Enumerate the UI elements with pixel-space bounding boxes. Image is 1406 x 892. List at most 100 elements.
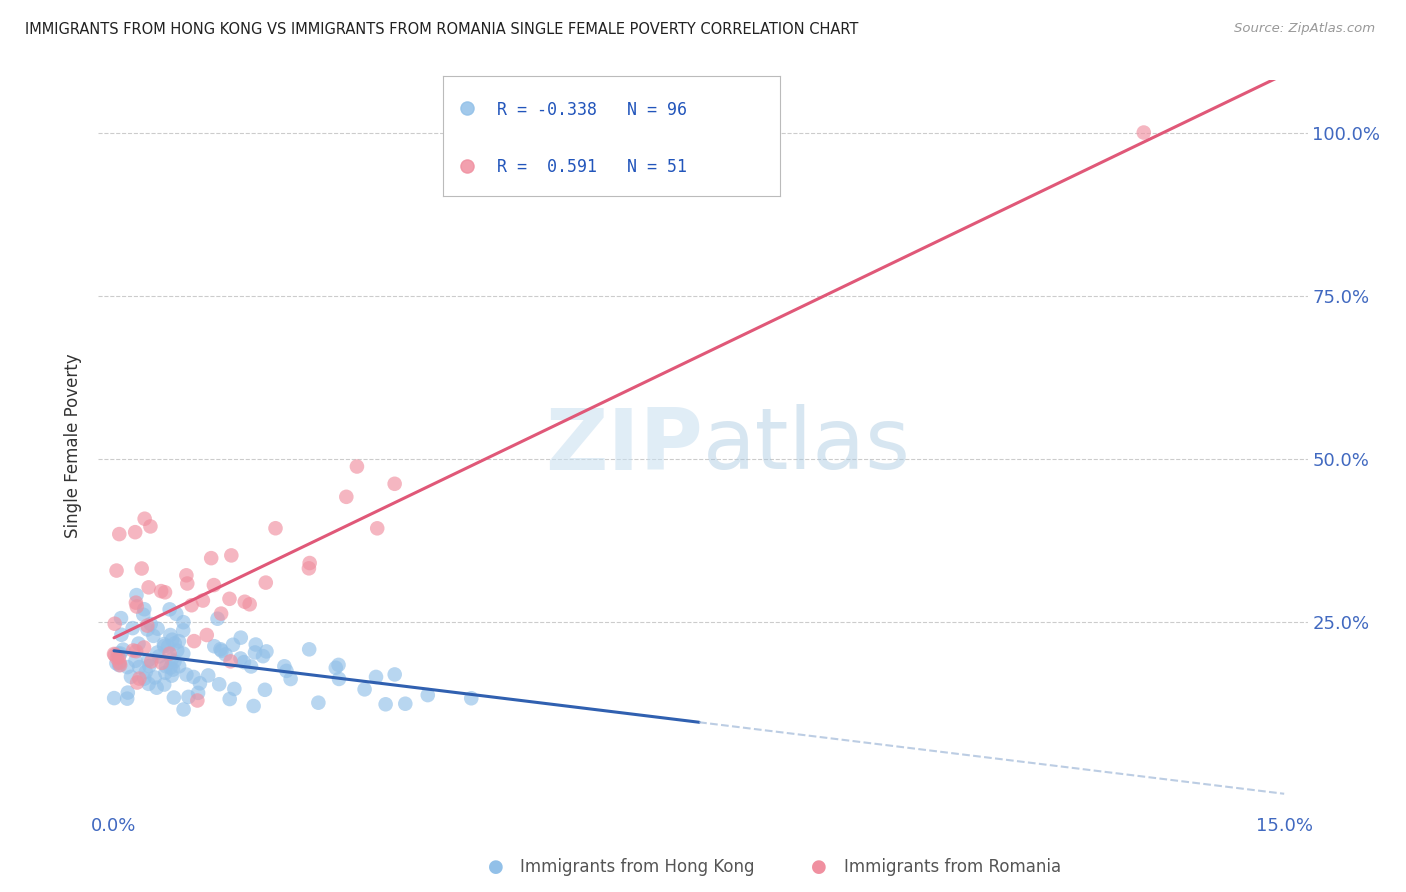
Point bbox=[222, 638, 245, 652]
Point bbox=[138, 580, 160, 594]
Point bbox=[108, 527, 131, 541]
Point bbox=[186, 693, 208, 707]
Point bbox=[160, 652, 183, 666]
Point bbox=[105, 564, 128, 578]
Point bbox=[180, 599, 202, 613]
Point bbox=[325, 661, 347, 675]
Point bbox=[233, 595, 256, 609]
Point bbox=[153, 637, 176, 651]
Point bbox=[384, 667, 406, 681]
Point bbox=[197, 668, 219, 682]
Point bbox=[298, 561, 321, 575]
Point bbox=[209, 607, 232, 621]
Point bbox=[139, 617, 162, 632]
Point bbox=[173, 702, 195, 716]
Point bbox=[157, 640, 180, 654]
Point bbox=[176, 576, 198, 591]
Text: R =  0.591   N = 51: R = 0.591 N = 51 bbox=[496, 159, 688, 177]
Point bbox=[183, 670, 205, 684]
Point bbox=[124, 525, 146, 540]
Point bbox=[346, 459, 368, 474]
Point bbox=[280, 672, 302, 686]
Point bbox=[245, 638, 267, 652]
Text: Immigrants from Hong Kong: Immigrants from Hong Kong bbox=[520, 858, 755, 876]
Point bbox=[374, 698, 396, 712]
Point bbox=[148, 649, 170, 664]
Point bbox=[105, 657, 128, 671]
Point bbox=[134, 602, 156, 616]
Point bbox=[167, 634, 190, 648]
Point bbox=[177, 690, 200, 704]
Point bbox=[124, 654, 146, 668]
Point bbox=[110, 611, 132, 625]
Point bbox=[117, 685, 139, 699]
Text: Immigrants from Romania: Immigrants from Romania bbox=[844, 858, 1060, 876]
Point bbox=[134, 672, 156, 686]
Point bbox=[253, 682, 276, 697]
Point bbox=[139, 519, 162, 533]
Point bbox=[172, 624, 194, 638]
Point bbox=[136, 618, 159, 632]
Point bbox=[219, 654, 242, 668]
Point bbox=[153, 639, 176, 653]
Point bbox=[256, 644, 278, 658]
Point bbox=[366, 521, 388, 535]
Point bbox=[195, 628, 218, 642]
Point bbox=[172, 647, 194, 661]
Point bbox=[242, 698, 264, 713]
Point bbox=[143, 670, 166, 684]
Point bbox=[298, 642, 321, 657]
Point bbox=[134, 512, 156, 526]
Point bbox=[207, 612, 229, 626]
Point bbox=[307, 696, 329, 710]
Point bbox=[142, 629, 165, 643]
Point bbox=[125, 588, 148, 602]
Text: atlas: atlas bbox=[703, 404, 911, 488]
Point bbox=[163, 690, 186, 705]
Text: ●: ● bbox=[488, 858, 503, 876]
Point bbox=[121, 621, 143, 635]
Point bbox=[202, 578, 225, 592]
Point bbox=[153, 585, 176, 599]
Y-axis label: Single Female Poverty: Single Female Poverty bbox=[65, 354, 83, 538]
Point bbox=[202, 639, 225, 653]
Point bbox=[328, 672, 350, 686]
Point bbox=[108, 658, 131, 673]
Point bbox=[183, 634, 205, 648]
Point bbox=[328, 657, 350, 672]
Point bbox=[239, 597, 262, 611]
Point bbox=[128, 637, 150, 651]
Point bbox=[103, 647, 125, 661]
Point bbox=[353, 682, 375, 697]
Point bbox=[136, 623, 159, 637]
Point bbox=[264, 521, 287, 535]
Point bbox=[166, 643, 188, 657]
Point bbox=[254, 575, 277, 590]
Point bbox=[160, 668, 183, 682]
Point bbox=[128, 660, 150, 674]
Point bbox=[155, 665, 177, 680]
Point bbox=[188, 676, 211, 690]
Point bbox=[176, 568, 198, 582]
Point bbox=[394, 697, 416, 711]
Point bbox=[240, 659, 263, 673]
Point bbox=[384, 476, 406, 491]
Point bbox=[218, 591, 240, 606]
Point bbox=[150, 584, 173, 599]
Point bbox=[150, 656, 173, 670]
Point bbox=[107, 647, 129, 661]
Point bbox=[103, 691, 125, 706]
Point bbox=[209, 642, 232, 657]
Point bbox=[167, 659, 190, 673]
Point bbox=[115, 691, 138, 706]
Point bbox=[141, 655, 163, 669]
Point bbox=[214, 648, 236, 662]
Point bbox=[416, 688, 439, 702]
Point bbox=[460, 691, 482, 706]
Point bbox=[108, 656, 131, 670]
Point bbox=[146, 646, 169, 660]
Point bbox=[145, 681, 167, 695]
Text: IMMIGRANTS FROM HONG KONG VS IMMIGRANTS FROM ROMANIA SINGLE FEMALE POVERTY CORRE: IMMIGRANTS FROM HONG KONG VS IMMIGRANTS … bbox=[25, 22, 859, 37]
Point bbox=[155, 659, 177, 673]
Point bbox=[138, 659, 160, 673]
